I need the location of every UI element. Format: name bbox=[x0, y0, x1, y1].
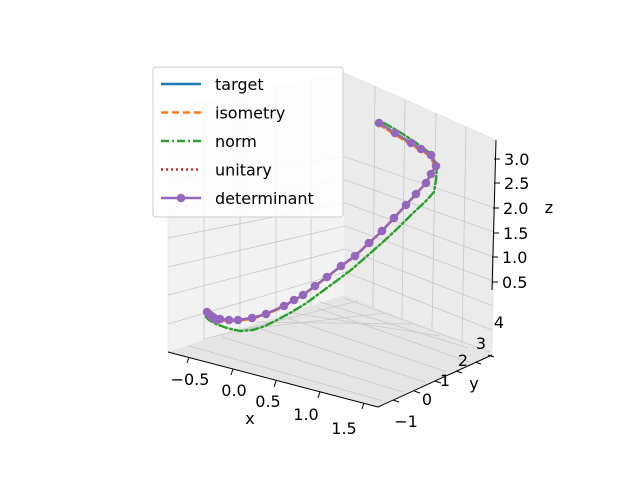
legend-label-determinant: determinant bbox=[215, 189, 314, 208]
gridline bbox=[319, 301, 469, 349]
data-point bbox=[298, 290, 308, 300]
x-tick-mark bbox=[273, 380, 277, 388]
data-point bbox=[247, 313, 257, 323]
gridline bbox=[167, 202, 495, 258]
gridline bbox=[372, 85, 376, 308]
gridline bbox=[286, 317, 448, 373]
x-tick-label: −0.5 bbox=[171, 370, 210, 389]
legend-label-unitary: unitary bbox=[215, 161, 272, 180]
z-tick-labels: 0.5 1.0 1.5 2.0 2.5 3.0 bbox=[502, 150, 529, 292]
gridline bbox=[221, 336, 404, 393]
data-point bbox=[350, 251, 360, 261]
data-point bbox=[224, 315, 234, 325]
data-point bbox=[431, 161, 441, 171]
legend-frame bbox=[152, 66, 344, 218]
gridline bbox=[461, 126, 467, 344]
legend: target isometry norm unitary determinant bbox=[152, 66, 344, 218]
data-point bbox=[426, 150, 436, 160]
y-axis-label: y bbox=[469, 374, 478, 393]
gridline bbox=[167, 225, 494, 282]
z-tick-label: 0.5 bbox=[502, 273, 527, 292]
y-tick-label: −1 bbox=[394, 412, 418, 431]
z-tick-label: 2.5 bbox=[504, 174, 529, 193]
data-point bbox=[421, 178, 431, 188]
data-point bbox=[377, 226, 387, 236]
data-point bbox=[212, 315, 222, 325]
z-axis-label: z bbox=[545, 198, 553, 217]
gridline bbox=[316, 307, 470, 363]
gridline bbox=[167, 248, 494, 307]
data-point bbox=[336, 261, 346, 271]
data-point bbox=[416, 144, 426, 154]
gridline bbox=[286, 311, 441, 337]
x-tick-mark bbox=[361, 402, 365, 410]
data-point bbox=[406, 138, 416, 148]
data-point bbox=[401, 200, 411, 210]
data-point bbox=[426, 169, 436, 179]
x-tick-label: 1.0 bbox=[293, 405, 318, 424]
gridline bbox=[203, 300, 359, 340]
data-point bbox=[261, 309, 271, 319]
gridline bbox=[254, 326, 426, 383]
z-axis-line bbox=[491, 139, 497, 291]
data-point bbox=[389, 213, 399, 223]
x-tick-labels: −0.5 0.0 0.5 1.0 1.5 bbox=[171, 370, 357, 438]
tick-marks bbox=[186, 158, 500, 410]
y-tick-label: 3 bbox=[476, 334, 486, 353]
data-point bbox=[310, 281, 320, 291]
y-tick-mark bbox=[455, 370, 463, 374]
x-axis-label: x bbox=[245, 409, 254, 428]
legend-label-target: target bbox=[215, 75, 264, 94]
x-tick-mark bbox=[186, 356, 190, 364]
y-tick-mark bbox=[474, 361, 482, 365]
data-point bbox=[390, 128, 400, 138]
y-tick-labels: −1 0 1 2 3 4 bbox=[394, 313, 504, 431]
y-tick-label: 2 bbox=[458, 351, 468, 370]
data-point bbox=[364, 238, 374, 248]
x-tick-mark bbox=[230, 368, 234, 376]
y-tick-mark bbox=[434, 380, 442, 384]
gridline bbox=[167, 271, 493, 331]
y-tick-label: 0 bbox=[422, 390, 432, 409]
z-tick-label: 3.0 bbox=[504, 150, 529, 169]
gridline bbox=[431, 112, 437, 331]
y-tick-mark bbox=[487, 354, 495, 358]
data-point bbox=[322, 272, 332, 282]
data-point bbox=[279, 301, 289, 311]
y-tick-label: 4 bbox=[494, 313, 504, 332]
data-point bbox=[233, 315, 243, 325]
y-tick-mark bbox=[413, 390, 421, 394]
x-tick-label: 0.0 bbox=[221, 381, 246, 400]
series-layer bbox=[202, 118, 441, 333]
y-tick-label: 1 bbox=[440, 371, 450, 390]
x-axis-line bbox=[167, 351, 379, 408]
x-tick-label: 0.5 bbox=[255, 392, 280, 411]
z-tick-label: 1.0 bbox=[502, 248, 527, 267]
z-tick-label: 1.5 bbox=[503, 224, 528, 243]
legend-label-norm: norm bbox=[215, 132, 257, 151]
legend-label-isometry: isometry bbox=[215, 104, 285, 123]
data-point bbox=[289, 295, 299, 305]
x-tick-mark bbox=[317, 391, 321, 399]
data-point bbox=[411, 189, 421, 199]
data-point bbox=[374, 118, 384, 128]
gridline bbox=[228, 312, 386, 332]
y-tick-mark bbox=[392, 399, 400, 403]
gridline bbox=[255, 321, 413, 325]
z-tick-label: 2.0 bbox=[503, 199, 528, 218]
gridline bbox=[343, 297, 491, 353]
gridline bbox=[188, 345, 384, 402]
x-tick-label: 1.5 bbox=[331, 419, 356, 438]
legend-marker-determinant bbox=[176, 193, 186, 203]
